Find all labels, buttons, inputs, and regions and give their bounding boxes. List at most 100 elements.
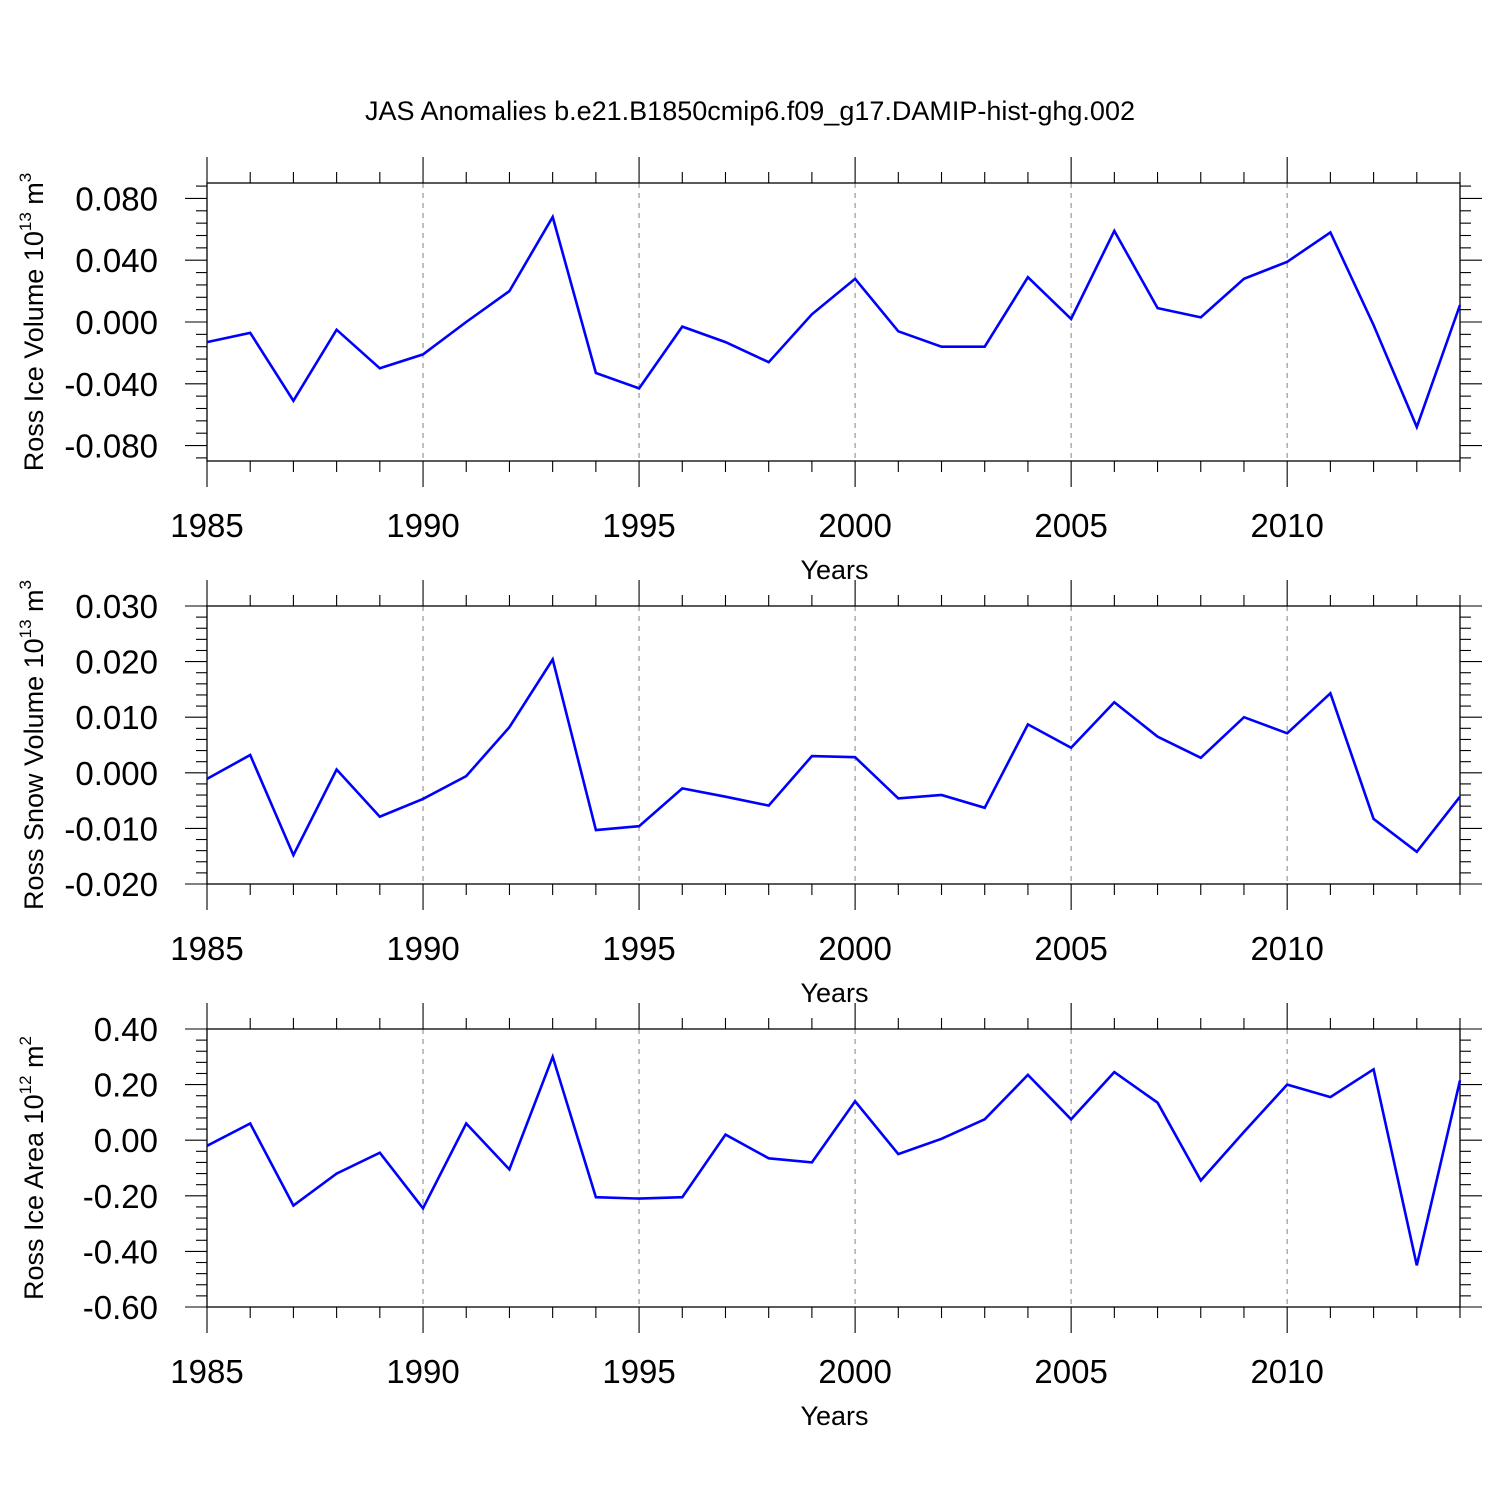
y-tick-label: -0.60 — [83, 1289, 158, 1326]
y-tick-label: 0.040 — [75, 242, 158, 279]
data-point-1993 — [551, 216, 553, 218]
data-point-1987 — [292, 400, 294, 402]
data-point-1986 — [249, 754, 251, 756]
data-point-2013 — [1416, 426, 1418, 428]
figure-title: JAS Anomalies b.e21.B1850cmip6.f09_g17.D… — [365, 96, 1135, 126]
panel-3: -0.60 -0.40 -0.20 0.00 0.20 0.40 1985 1990 1995 2… — [16, 1003, 1482, 1431]
data-point-1995 — [638, 387, 640, 389]
x-tick-label: 2005 — [1034, 1353, 1107, 1390]
y-label-text: Ross Snow Volume 10 — [19, 638, 49, 910]
y-label-text: Ross Ice Volume 10 — [19, 231, 49, 471]
y-label-unit: m — [19, 1045, 49, 1075]
data-point-2001 — [897, 1153, 899, 1155]
y-label-exponent: 13 — [16, 212, 35, 231]
data-point-1990 — [422, 798, 424, 800]
x-axis-label: Years — [800, 978, 868, 1008]
data-point-1996 — [681, 325, 683, 327]
data-point-1996 — [681, 787, 683, 789]
data-point-2007 — [1156, 735, 1158, 737]
y-axis-label: Ross Snow Volume 1013 m3 — [16, 580, 49, 910]
x-tick-label: 1995 — [602, 930, 675, 967]
data-point-1999 — [811, 313, 813, 315]
data-point-2006 — [1113, 230, 1115, 232]
data-point-2008 — [1200, 316, 1202, 318]
y-tick-label: 0.030 — [75, 588, 158, 625]
data-point-2009 — [1243, 278, 1245, 280]
panels-container: -0.080 -0.040 0.000 0.040 0.080 1985 1990 1995 2… — [16, 157, 1482, 1431]
plot-frame — [206, 1028, 1461, 1308]
x-tick-label: 1995 — [602, 1353, 675, 1390]
y-label-exponent: 12 — [16, 1075, 35, 1094]
y-tick-label: 0.020 — [75, 644, 158, 681]
data-point-2009 — [1243, 716, 1245, 718]
data-point-1997 — [724, 341, 726, 343]
data-point-1985 — [206, 778, 208, 780]
data-point-2012 — [1372, 818, 1374, 820]
x-tick-label: 1990 — [386, 507, 459, 544]
data-point-1990 — [422, 353, 424, 355]
data-point-1991 — [465, 321, 467, 323]
data-point-1994 — [595, 1196, 597, 1198]
series-line — [206, 1052, 1462, 1266]
data-point-1990 — [422, 1207, 424, 1209]
data-point-1995 — [638, 1197, 640, 1199]
data-point-1986 — [249, 1122, 251, 1124]
data-point-2011 — [1329, 692, 1331, 694]
data-point-2003 — [984, 807, 986, 809]
series-line — [206, 213, 1462, 431]
x-tick-label: 1985 — [170, 930, 243, 967]
data-point-1995 — [638, 825, 640, 827]
y-tick-label: 0.000 — [75, 304, 158, 341]
data-point-1997 — [724, 796, 726, 798]
panel-2: -0.020 -0.010 0.000 0.010 0.020 0.030 1985 1990… — [16, 580, 1482, 1008]
data-point-2011 — [1329, 1096, 1331, 1098]
y-tick-label: 0.20 — [94, 1067, 158, 1104]
data-point-2002 — [940, 1138, 942, 1140]
y-tick-label: -0.080 — [64, 428, 158, 465]
data-point-1996 — [681, 1196, 683, 1198]
data-point-2001 — [897, 330, 899, 332]
data-point-1991 — [465, 1122, 467, 1124]
y-tick-label: -0.010 — [64, 810, 158, 847]
y-tick-label: 0.000 — [75, 755, 158, 792]
data-point-2010 — [1286, 1083, 1288, 1085]
y-label-unit-exponent: 3 — [16, 580, 35, 589]
data-point-2000 — [854, 756, 856, 758]
data-point-1987 — [292, 1204, 294, 1206]
data-point-2006 — [1113, 701, 1115, 703]
x-axis-label: Years — [800, 1401, 868, 1431]
x-tick-label: 2010 — [1250, 930, 1323, 967]
data-point-2005 — [1070, 318, 1072, 320]
data-point-1988 — [335, 329, 337, 331]
y-label-unit: m — [19, 182, 49, 212]
data-point-1999 — [811, 755, 813, 757]
data-point-2008 — [1200, 757, 1202, 759]
data-point-2014 — [1459, 1079, 1461, 1081]
series-line — [206, 656, 1462, 859]
data-point-2010 — [1286, 732, 1288, 734]
data-point-2004 — [1027, 1074, 1029, 1076]
data-point-1992 — [508, 726, 510, 728]
data-point-1989 — [379, 816, 381, 818]
data-point-2012 — [1372, 1068, 1374, 1070]
panel-1: -0.080 -0.040 0.000 0.040 0.080 1985 1990 1995 2… — [16, 157, 1482, 585]
data-point-1988 — [335, 768, 337, 770]
data-point-1989 — [379, 1152, 381, 1154]
data-point-1993 — [551, 658, 553, 660]
x-tick-label: 2005 — [1034, 930, 1107, 967]
y-label-exponent: 13 — [16, 619, 35, 638]
plot-frame — [206, 605, 1461, 885]
x-tick-label: 1995 — [602, 507, 675, 544]
data-point-2007 — [1156, 1101, 1158, 1103]
data-point-2005 — [1070, 1118, 1072, 1120]
data-point-1988 — [335, 1172, 337, 1174]
data-point-1991 — [465, 775, 467, 777]
x-tick-label: 2000 — [818, 930, 891, 967]
y-tick-label: -0.040 — [64, 366, 158, 403]
data-point-2003 — [984, 346, 986, 348]
y-tick-label: -0.40 — [83, 1233, 158, 1270]
y-axis-label: Ross Ice Volume 1013 m3 — [16, 173, 49, 472]
y-tick-label: 0.080 — [75, 180, 158, 217]
x-tick-label: 2010 — [1250, 507, 1323, 544]
